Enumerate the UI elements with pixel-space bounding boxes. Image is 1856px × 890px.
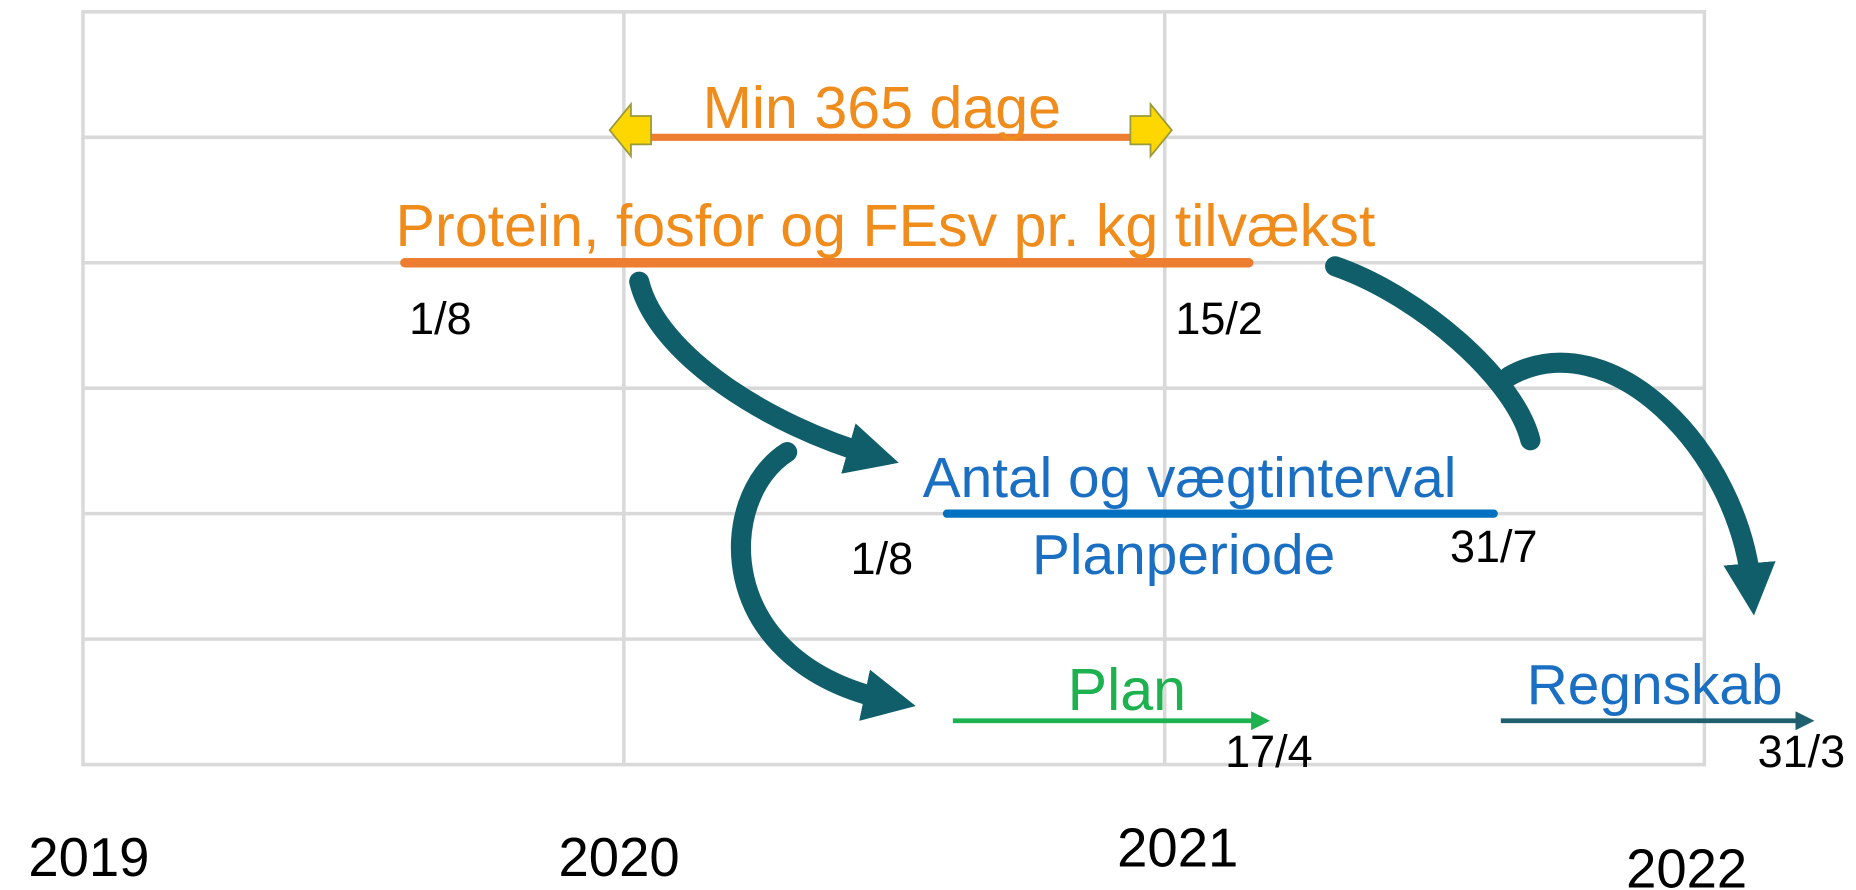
min-period-label: Min 365 dage <box>703 74 1062 141</box>
plan-period-start: 1/8 <box>851 533 914 584</box>
plan-period-end: 31/7 <box>1450 521 1538 572</box>
year-label: 2020 <box>559 827 680 888</box>
accounts-end: 31/3 <box>1758 726 1846 777</box>
right-arrow <box>1129 101 1173 159</box>
feed-period-label: Protein, fosfor og FEsv pr. kg tilvækst <box>396 192 1376 259</box>
plan-label: Plan <box>1068 656 1186 723</box>
grid <box>81 10 1707 767</box>
feed-start: 1/8 <box>409 293 472 344</box>
year-label: 2019 <box>28 827 149 888</box>
curved-arrow <box>629 271 899 474</box>
year-label: 2021 <box>1117 817 1238 878</box>
left-arrow <box>608 101 652 159</box>
accounts-label: Regnskab <box>1527 654 1783 717</box>
curved-arrow <box>730 442 916 721</box>
plan-end: 17/4 <box>1225 726 1313 777</box>
year-label: 2022 <box>1626 839 1747 890</box>
curved-arrow <box>1325 256 1541 451</box>
feed-end: 15/2 <box>1175 293 1263 344</box>
plan-period-label: Antal og vægtinterval <box>923 447 1457 510</box>
curved-arrow <box>1499 352 1776 616</box>
plan-period-sublabel: Planperiode <box>1032 524 1335 587</box>
